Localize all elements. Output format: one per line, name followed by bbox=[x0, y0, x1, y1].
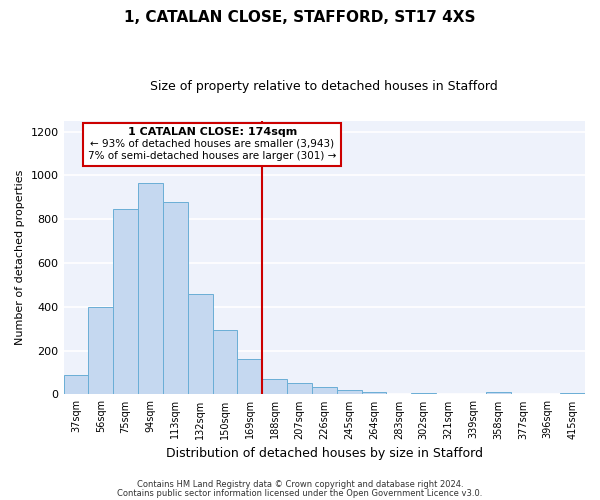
Text: Contains HM Land Registry data © Crown copyright and database right 2024.: Contains HM Land Registry data © Crown c… bbox=[137, 480, 463, 489]
Bar bbox=[312, 388, 337, 394]
Bar bbox=[362, 392, 386, 394]
Text: 7% of semi-detached houses are larger (301) →: 7% of semi-detached houses are larger (3… bbox=[88, 150, 337, 160]
Text: 1 CATALAN CLOSE: 174sqm: 1 CATALAN CLOSE: 174sqm bbox=[128, 126, 297, 136]
Text: Contains public sector information licensed under the Open Government Licence v3: Contains public sector information licen… bbox=[118, 489, 482, 498]
Bar bbox=[88, 307, 113, 394]
Bar bbox=[113, 208, 138, 394]
Bar bbox=[262, 378, 287, 394]
Bar bbox=[64, 374, 88, 394]
Bar bbox=[163, 202, 188, 394]
Y-axis label: Number of detached properties: Number of detached properties bbox=[15, 170, 25, 345]
X-axis label: Distribution of detached houses by size in Stafford: Distribution of detached houses by size … bbox=[166, 447, 483, 460]
Bar bbox=[287, 384, 312, 394]
Bar bbox=[485, 392, 511, 394]
Text: 1, CATALAN CLOSE, STAFFORD, ST17 4XS: 1, CATALAN CLOSE, STAFFORD, ST17 4XS bbox=[124, 10, 476, 25]
Bar bbox=[212, 330, 238, 394]
Bar bbox=[238, 360, 262, 394]
Bar bbox=[188, 294, 212, 394]
Bar bbox=[337, 390, 362, 394]
Text: ← 93% of detached houses are smaller (3,943): ← 93% of detached houses are smaller (3,… bbox=[91, 138, 334, 148]
Bar bbox=[138, 183, 163, 394]
Title: Size of property relative to detached houses in Stafford: Size of property relative to detached ho… bbox=[151, 80, 498, 93]
FancyBboxPatch shape bbox=[83, 124, 341, 166]
Bar bbox=[560, 392, 585, 394]
Bar bbox=[411, 392, 436, 394]
